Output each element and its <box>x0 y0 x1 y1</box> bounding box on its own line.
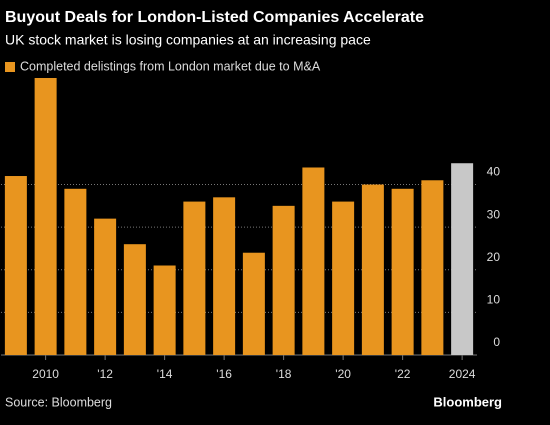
bar <box>4 176 27 355</box>
x-tick-label: 2024 <box>449 367 476 381</box>
bar <box>302 167 325 355</box>
brand: Bloomberg <box>433 394 502 409</box>
source: Source: Bloomberg <box>5 395 112 409</box>
x-tick-label: '16 <box>216 367 232 381</box>
bar <box>153 265 176 355</box>
x-tick-label: 2010 <box>32 367 59 381</box>
x-tick-label: '18 <box>276 367 292 381</box>
bar <box>242 252 265 355</box>
bar <box>272 205 295 355</box>
bar <box>123 244 146 355</box>
x-tick-label: '14 <box>157 367 173 381</box>
bar <box>391 188 414 355</box>
bar <box>34 78 57 355</box>
x-tick-label: '22 <box>395 367 411 381</box>
y-tick-label: 40 <box>487 165 501 179</box>
bar <box>361 184 384 355</box>
bar <box>451 163 474 355</box>
chart-subtitle: UK stock market is losing companies at a… <box>5 32 371 48</box>
legend-swatch <box>5 62 15 72</box>
y-tick-label: 30 <box>487 207 501 221</box>
chart-title: Buyout Deals for London-Listed Companies… <box>5 9 424 26</box>
y-tick-label: 10 <box>487 293 501 307</box>
bar <box>332 201 355 355</box>
bar <box>183 201 206 355</box>
bar <box>64 188 87 355</box>
y-tick-label: 0 <box>493 335 500 349</box>
legend-label: Completed delistings from London market … <box>20 59 321 73</box>
x-tick-label: '12 <box>97 367 113 381</box>
x-tick-label: '20 <box>335 367 351 381</box>
bar <box>421 180 444 355</box>
bar <box>94 218 117 355</box>
y-tick-label: 20 <box>487 250 501 264</box>
bar <box>213 197 236 355</box>
